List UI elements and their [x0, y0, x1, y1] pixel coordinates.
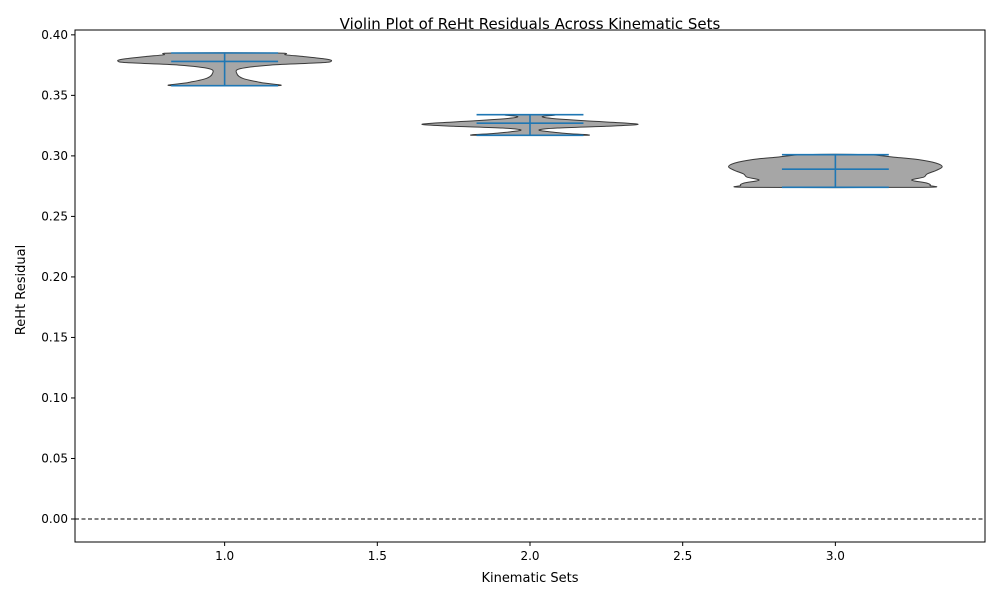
x-axis-label: Kinematic Sets — [481, 571, 578, 586]
y-tick-label: 0.30 — [41, 149, 68, 163]
y-axis-label: ReHt Residual — [14, 245, 29, 335]
y-tick-label: 0.15 — [41, 330, 68, 344]
violins-layer — [117, 52, 943, 189]
violin-3 — [727, 153, 943, 189]
y-tick-label: 0.20 — [41, 270, 68, 284]
y-tick-label: 0.00 — [41, 512, 68, 526]
x-tick-label: 2.0 — [520, 549, 539, 563]
axes-frame — [74, 29, 986, 543]
y-tick-label: 0.05 — [41, 451, 68, 465]
violin-2 — [421, 113, 639, 137]
violin-1 — [117, 52, 333, 87]
x-tick-label: 1.0 — [215, 549, 234, 563]
y-tick-label: 0.35 — [41, 88, 68, 102]
x-tick-label: 1.5 — [368, 549, 387, 563]
x-axis-ticks: 1.0 1.5 2.0 2.5 3.0 — [215, 542, 845, 563]
chart-title: Violin Plot of ReHt Residuals Across Kin… — [340, 15, 721, 33]
x-tick-label: 3.0 — [826, 549, 845, 563]
y-tick-label: 0.40 — [41, 28, 68, 42]
x-tick-label: 2.5 — [673, 549, 692, 563]
y-tick-label: 0.10 — [41, 391, 68, 405]
y-tick-label: 0.25 — [41, 209, 68, 223]
y-axis-ticks: 0.00 0.05 0.10 0.15 0.20 0.25 0.30 0.35 0.40 — [41, 28, 75, 526]
